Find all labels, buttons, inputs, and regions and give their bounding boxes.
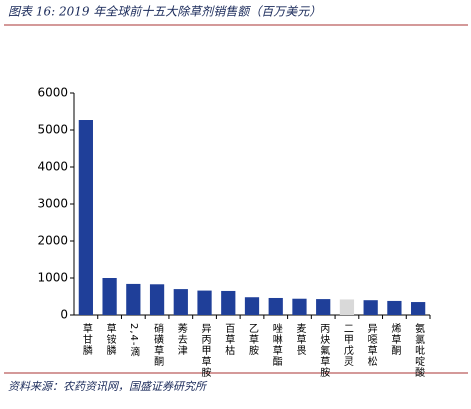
y-tick-label: 1000 [37, 271, 68, 285]
source: 资料来源：农药资讯网，国盛证券研究所 [8, 380, 208, 393]
bar [78, 120, 93, 315]
x-tick-label: 唑啉草酯 [270, 322, 282, 367]
x-tick-label: 异噁草松 [365, 323, 377, 367]
x-tick-label: 硝磺草酮 [152, 322, 164, 367]
x-tick-label: 二甲戊灵 [341, 323, 353, 367]
y-tick-label: 3000 [37, 197, 68, 211]
bar [244, 297, 260, 315]
bar [411, 302, 426, 315]
bar [197, 290, 212, 315]
y-tick-label: 2000 [37, 234, 68, 248]
y-tick-label: 6000 [37, 86, 68, 100]
x-tick-label: 异丙甲草胺 [199, 323, 211, 378]
x-tick-label: 氨氯吡啶酸 [413, 322, 425, 378]
bar [387, 300, 402, 315]
x-tick-label: 烯草酮 [389, 322, 401, 356]
x-tick-label: 麦草畏 [294, 323, 306, 356]
bar [339, 299, 355, 315]
x-tick-label: 草甘膦 [80, 323, 92, 356]
x-tick-label: 丙炔氟草胺 [318, 323, 330, 378]
bar [102, 278, 117, 315]
bar [292, 298, 307, 315]
y-tick-label: 4000 [37, 160, 68, 174]
x-tick-label: 2,4-滴 [128, 323, 140, 358]
y-tick-label: 0 [60, 308, 68, 322]
x-tick-label: 草铵膦 [104, 323, 116, 356]
x-tick-label: 百草枯 [223, 323, 235, 356]
x-tick-label: 莠去津 [175, 323, 187, 356]
bar [149, 284, 165, 315]
chart-title: 图表 16: 2019 年全球前十五大除草剂销售额（百万美元） [8, 5, 321, 19]
bar [316, 299, 331, 315]
y-tick-label: 5000 [37, 123, 68, 137]
bar [363, 300, 378, 315]
bar [173, 289, 188, 315]
x-tick-label: 乙草胺 [247, 323, 259, 356]
bar [126, 283, 141, 315]
bar [268, 297, 283, 315]
bar [221, 290, 236, 315]
